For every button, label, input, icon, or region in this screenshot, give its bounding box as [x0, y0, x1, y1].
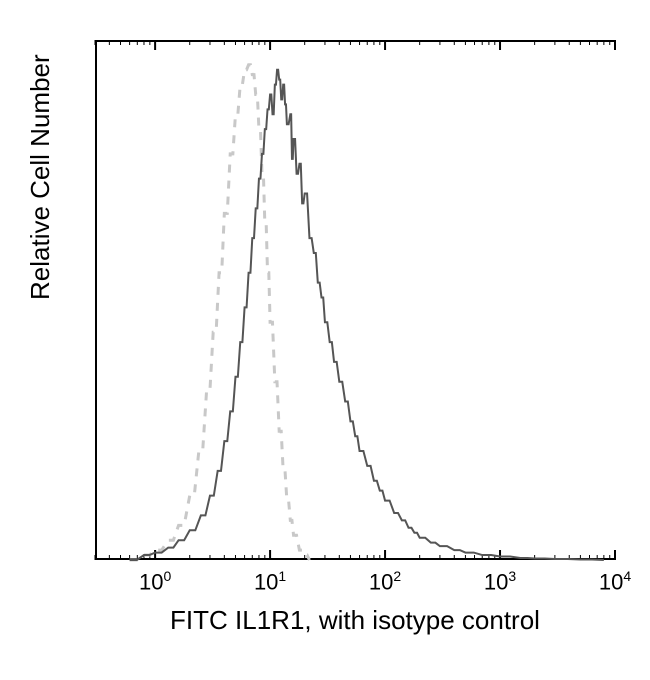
series-isotype_control — [130, 65, 310, 560]
x-tick-label: 102 — [369, 568, 401, 595]
histogram-series — [130, 65, 604, 560]
flow-cytometry-histogram: 100101102103104 — [95, 40, 615, 560]
x-tick-label: 103 — [484, 568, 516, 595]
series-il1r1_stained — [130, 70, 604, 560]
x-tick-label: 101 — [254, 568, 286, 595]
x-tick-label: 100 — [139, 568, 171, 595]
axis-ticks — [95, 40, 615, 560]
y-axis-label: Relative Cell Number — [25, 54, 56, 300]
x-tick-label: 104 — [599, 568, 631, 595]
plot-svg — [95, 40, 615, 560]
x-axis-label: FITC IL1R1, with isotype control — [95, 605, 615, 636]
